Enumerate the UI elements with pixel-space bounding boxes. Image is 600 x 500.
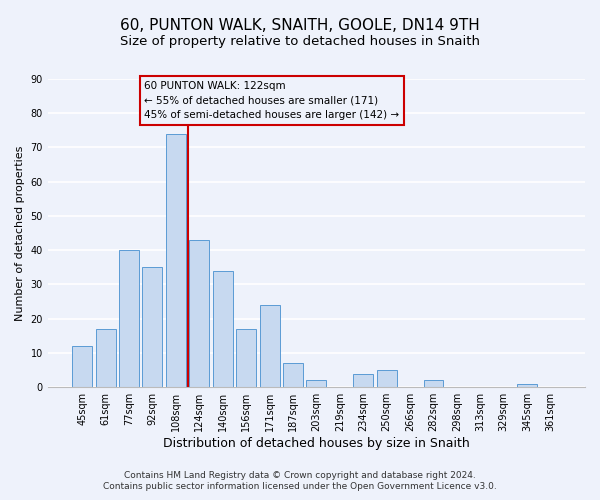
- Text: Contains HM Land Registry data © Crown copyright and database right 2024.: Contains HM Land Registry data © Crown c…: [124, 471, 476, 480]
- Bar: [213, 271, 233, 387]
- Bar: [260, 305, 280, 387]
- Bar: [142, 268, 163, 387]
- Bar: [283, 363, 303, 387]
- Bar: [236, 329, 256, 387]
- Bar: [95, 329, 116, 387]
- Bar: [517, 384, 537, 387]
- X-axis label: Distribution of detached houses by size in Snaith: Distribution of detached houses by size …: [163, 437, 470, 450]
- Text: Size of property relative to detached houses in Snaith: Size of property relative to detached ho…: [120, 35, 480, 48]
- Bar: [166, 134, 186, 387]
- Bar: [72, 346, 92, 387]
- Bar: [377, 370, 397, 387]
- Bar: [353, 374, 373, 387]
- Bar: [307, 380, 326, 387]
- Bar: [119, 250, 139, 387]
- Text: 60, PUNTON WALK, SNAITH, GOOLE, DN14 9TH: 60, PUNTON WALK, SNAITH, GOOLE, DN14 9TH: [120, 18, 480, 32]
- Text: 60 PUNTON WALK: 122sqm
← 55% of detached houses are smaller (171)
45% of semi-de: 60 PUNTON WALK: 122sqm ← 55% of detached…: [145, 80, 400, 120]
- Y-axis label: Number of detached properties: Number of detached properties: [15, 146, 25, 321]
- Text: Contains public sector information licensed under the Open Government Licence v3: Contains public sector information licen…: [103, 482, 497, 491]
- Bar: [424, 380, 443, 387]
- Bar: [190, 240, 209, 387]
